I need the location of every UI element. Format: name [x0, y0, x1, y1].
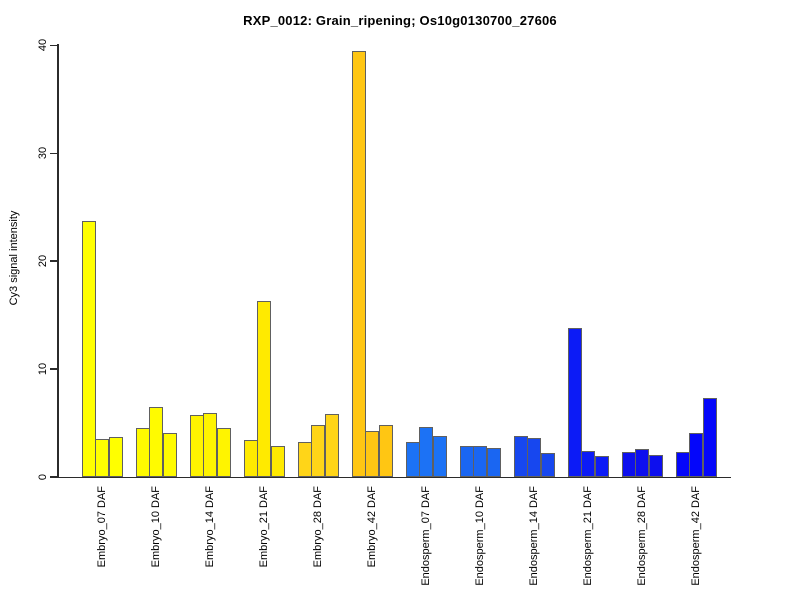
x-axis-group-label: Endosperm_21 DAF: [581, 486, 594, 586]
x-axis-group-label: Embryo_21 DAF: [257, 486, 270, 568]
y-axis-line: [57, 44, 59, 478]
bar: [216, 428, 231, 477]
bar: [568, 328, 582, 477]
x-axis-group-label: Embryo_07 DAF: [95, 486, 108, 568]
x-axis-group-label: Embryo_42 DAF: [365, 486, 378, 568]
bar: [460, 445, 474, 477]
bar: [352, 50, 366, 477]
bar: [514, 435, 528, 477]
bar: [378, 425, 393, 477]
bar: [635, 448, 650, 477]
bar: [311, 425, 326, 477]
bar: [473, 445, 488, 477]
bar: [203, 413, 218, 477]
bar: [540, 453, 555, 477]
bar: [676, 452, 690, 477]
x-axis-group-label: Embryo_14 DAF: [203, 486, 216, 568]
y-tick: [50, 44, 57, 47]
x-axis-group-label: Endosperm_14 DAF: [527, 486, 540, 586]
x-axis-line: [57, 476, 731, 478]
bar: [190, 415, 204, 477]
bar: [581, 451, 596, 477]
bar: [527, 438, 542, 477]
bar: [298, 442, 312, 477]
y-tick-label: 40: [37, 39, 49, 52]
bar: [257, 301, 272, 477]
bar: [648, 455, 663, 477]
y-axis-label: Cy3 signal intensity: [8, 210, 20, 306]
x-axis-group-label: Endosperm_28 DAF: [635, 486, 648, 586]
bar: [419, 427, 434, 477]
bar: [244, 440, 258, 477]
chart-title: RXP_0012: Grain_ripening; Os10g0130700_2…: [243, 13, 557, 28]
bar: [486, 447, 501, 477]
bar: [95, 439, 110, 477]
bar: [622, 452, 636, 477]
y-tick-label: 10: [37, 362, 49, 376]
bar: [594, 456, 609, 477]
bar: [406, 442, 420, 477]
y-tick: [50, 476, 57, 478]
x-axis-group-label: Endosperm_07 DAF: [419, 486, 432, 586]
bar: [270, 445, 285, 477]
bar: [324, 414, 339, 477]
x-axis-group-label: Embryo_10 DAF: [149, 486, 162, 568]
bar: [432, 435, 447, 477]
bar: [365, 430, 380, 477]
bar: [82, 221, 96, 477]
y-tick: [50, 152, 57, 155]
bar: [149, 406, 164, 477]
y-tick-label: 0: [37, 473, 49, 481]
bar: [108, 437, 123, 477]
bar: [689, 432, 704, 477]
y-tick: [50, 368, 57, 370]
x-axis-group-label: Endosperm_42 DAF: [689, 486, 702, 586]
y-tick-label: 20: [37, 255, 49, 268]
bar: [162, 432, 177, 477]
x-axis-group-label: Embryo_28 DAF: [311, 486, 324, 568]
bar: [702, 398, 717, 477]
x-axis-group-label: Endosperm_10 DAF: [473, 486, 486, 586]
y-tick: [50, 260, 57, 262]
y-tick-label: 30: [37, 147, 49, 160]
bar: [136, 428, 150, 477]
